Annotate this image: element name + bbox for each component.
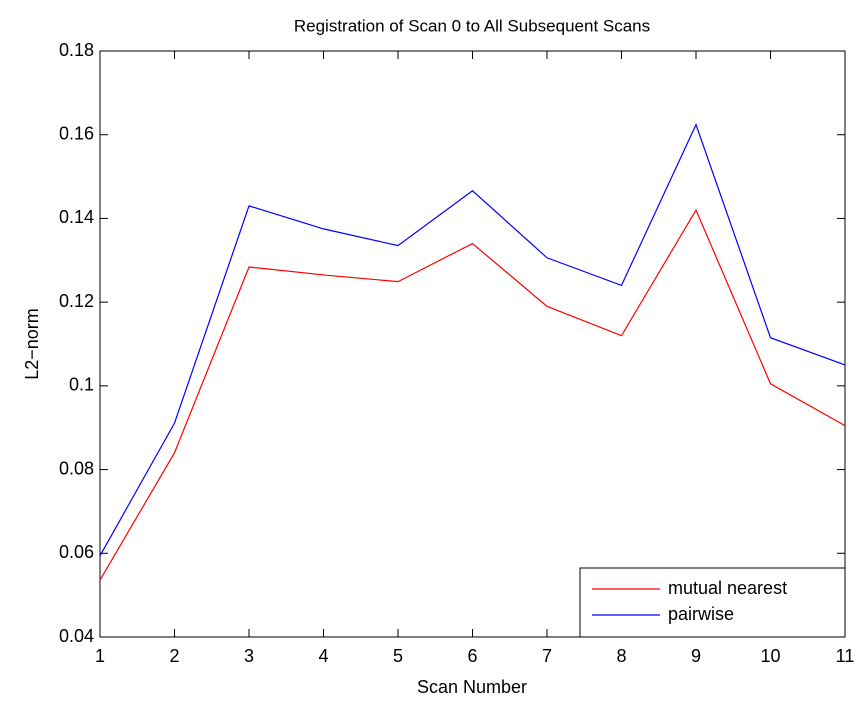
chart-title: Registration of Scan 0 to All Subsequent… (294, 16, 650, 35)
x-tick-label: 1 (95, 646, 105, 666)
x-tick-label: 11 (836, 646, 855, 666)
y-tick-label: 0.16 (59, 123, 94, 143)
y-tick-label: 0.12 (59, 291, 94, 311)
y-tick-label: 0.06 (59, 542, 94, 562)
x-tick-label: 5 (393, 646, 403, 666)
x-tick-label: 10 (760, 646, 780, 666)
x-tick-label: 2 (169, 646, 179, 666)
plot-frame (99, 50, 846, 638)
y-tick-label: 0.1 (69, 375, 94, 395)
y-tick-label: 0.04 (59, 626, 94, 646)
data-line (99, 208, 846, 581)
x-tick-label: 8 (616, 646, 626, 666)
legend-label: mutual nearest (668, 578, 787, 598)
x-tick-label: 3 (244, 646, 254, 666)
data-line (99, 123, 846, 557)
y-tick-label: 0.08 (59, 458, 94, 478)
legend-label: pairwise (668, 604, 734, 624)
x-tick-label: 4 (318, 646, 328, 666)
y-tick-label: 0.14 (59, 207, 94, 227)
x-tick-label: 6 (467, 646, 477, 666)
y-axis-label: L2−norm (22, 308, 42, 380)
legend-box (579, 567, 846, 638)
y-tick-label: 0.18 (59, 40, 94, 60)
x-tick-label: 7 (542, 646, 552, 666)
x-axis-label: Scan Number (417, 677, 527, 697)
x-tick-label: 9 (691, 646, 701, 666)
